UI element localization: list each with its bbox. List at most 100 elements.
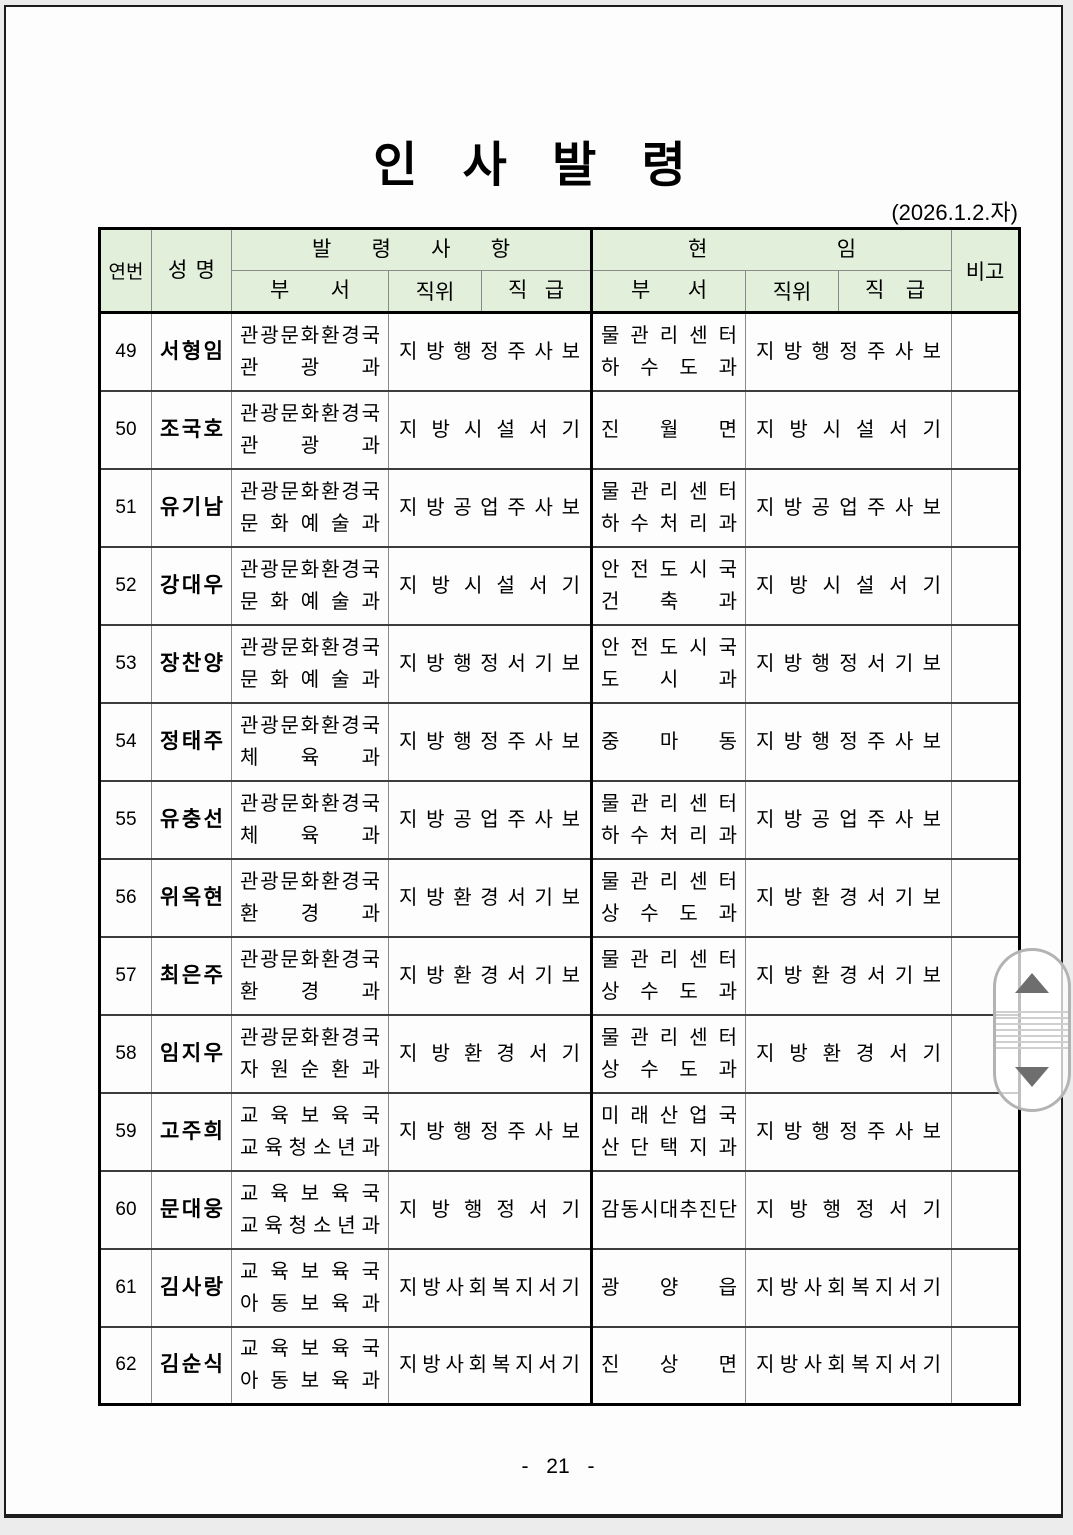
table-row: 54 정 태 주 관 광 문 화 환 경 국 체 육 과 지 방 행 정 주 사 보 중 마 동 지 방 행 정 주 사 보 [99,701,1021,782]
row-number-cell: 52 [99,545,152,626]
note-cell [951,623,1021,704]
scroll-down-arrow-icon[interactable] [1015,1067,1049,1087]
row-number-cell: 62 [99,1325,152,1406]
table-row: 62 김 순 식 교 육 보 육 국 아 동 보 육 과 지 방 사 회 복 지 서 기 진 상 면 지 방 사 회 복 지 서 기 [99,1325,1021,1406]
row-number-cell: 54 [99,701,152,782]
table-row: 51 유 기 남 관 광 문 화 환 경 국 문 화 예 술 과 지 방 공 업 주 사 보 물 관 리 센 터 하 수 처 리 과 지 방 공 업 주 사… [99,467,1021,548]
page-number: - 21 - [521,1455,595,1478]
table-row: 59 고 주 희 교 육 보 육 국 교 육 청 소 년 과 지 방 행 정 주 사 보 미 래 산 업 국 산 단 택 지 과 지 방 행 정 주 사 보 [99,1091,1021,1172]
note-cell [951,311,1021,392]
scroll-widget[interactable] [993,948,1071,1112]
row-number-cell: 53 [99,623,152,704]
table-row: 61 김 사 랑 교 육 보 육 국 아 동 보 육 과 지 방 사 회 복 지 서 기 광 양 읍 지 방 사 회 복 지 서 기 [99,1247,1021,1328]
row-number-cell: 50 [99,389,152,470]
table-row: 53 장 찬 양 관 광 문 화 환 경 국 문 화 예 술 과 지 방 행 정 서 기 보 안 전 도 시 국 도 시 과 지 방 행 정 서 기 보 [99,623,1021,704]
note-cell [951,1247,1021,1328]
scroll-up-arrow-icon[interactable] [1015,973,1049,993]
document-title: 인 사 발 령 [373,139,694,192]
table-row: 50 조 국 호 관 광 문 화 환 경 국 관 광 과 지 방 시 설 서 기 진 월 면 지 방 시 설 서 기 [99,389,1021,470]
header-no: 연번 [99,228,152,314]
table-body: 49 서 형 임 관 광 문 화 환 경 국 관 광 과 지 방 행 정 주 사 보 물 관 리 센 터 하 수 도 과 지 방 행 정 주 사 보 50… [99,311,1021,1406]
table-row: 49 서 형 임 관 광 문 화 환 경 국 관 광 과 지 방 행 정 주 사 보 물 관 리 센 터 하 수 도 과 지 방 행 정 주 사 보 [99,311,1021,392]
header-appt-position: 직위 [388,270,482,314]
table-row: 56 위 옥 현 관 광 문 화 환 경 국 환 경 과 지 방 환 경 서 기 보 물 관 리 센 터 상 수 도 과 지 방 환 경 서 기 보 [99,857,1021,938]
note-cell [951,1169,1021,1250]
scroll-grip-icon[interactable] [996,1011,1068,1051]
